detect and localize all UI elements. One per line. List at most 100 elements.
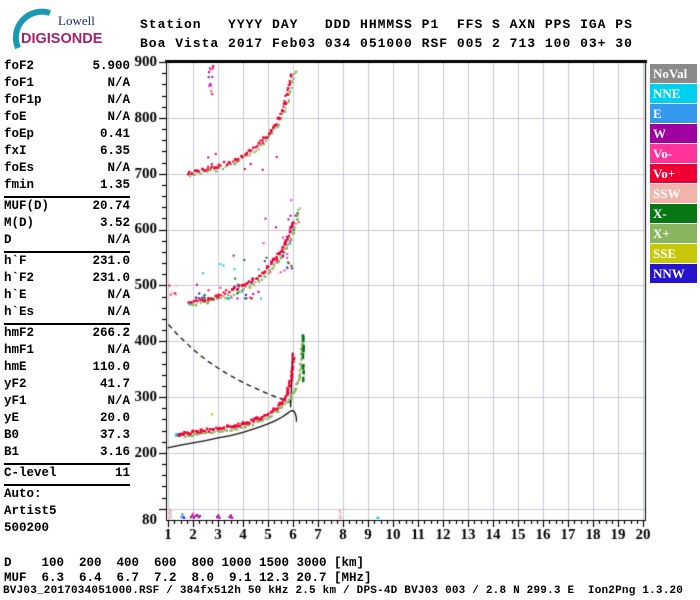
param-row-fof1p: foF1p N/A bbox=[4, 93, 130, 110]
param-row-b0: B0 37.3 bbox=[4, 428, 130, 445]
param-row-ye: yE 20.0 bbox=[4, 411, 130, 428]
legend-item-x: X+ bbox=[650, 224, 697, 243]
param-row-hf: h`F 231.0 bbox=[4, 254, 130, 271]
param-label: C-level bbox=[4, 466, 57, 480]
param-row-yf1: yF1 N/A bbox=[4, 394, 130, 411]
panel-divider bbox=[4, 196, 130, 198]
param-value: 20.0 bbox=[99, 411, 130, 425]
param-label: foF1 bbox=[4, 76, 35, 90]
param-row-hmf1: hmF1 N/A bbox=[4, 343, 130, 360]
param-value: N/A bbox=[107, 343, 130, 357]
param-value: N/A bbox=[107, 305, 130, 319]
param-value: 0.41 bbox=[99, 127, 130, 141]
param-row-foes: foEs N/A bbox=[4, 161, 130, 178]
logo-lowell-text: Lowell bbox=[58, 13, 95, 28]
param-label: D bbox=[4, 233, 12, 247]
param-row-b1: B1 3.16 bbox=[4, 445, 130, 462]
legend-item-noval: NoVal bbox=[650, 64, 697, 83]
polarization-legend: NoVal NNE E W Vo- Vo+ SSW X- X+ SSE NNW bbox=[650, 64, 697, 284]
legend-item-vo: Vo+ bbox=[650, 164, 697, 183]
logo-digisonde-text: DIGISONDE bbox=[21, 31, 103, 47]
param-label: foF2 bbox=[4, 59, 35, 73]
param-value: 5.900 bbox=[92, 59, 130, 73]
legend-item-sse: SSE bbox=[650, 244, 697, 263]
header-line1: Station YYYY DAY DDD HHMMSS P1 FFS S AXN… bbox=[140, 17, 633, 32]
legend-item-w: W bbox=[650, 124, 697, 143]
param-row-auto: Auto: bbox=[4, 487, 130, 504]
param-label: h`F bbox=[4, 254, 27, 268]
param-row-fof1: foF1 N/A bbox=[4, 76, 130, 93]
param-row-artist5: Artist5 bbox=[4, 504, 130, 521]
panel-divider bbox=[4, 251, 130, 253]
lowell-digisonde-logo: Lowell DIGISONDE bbox=[12, 8, 103, 50]
muf-table-muf-row: MUF 6.3 6.4 6.7 7.2 8.0 9.1 12.3 20.7 [M… bbox=[4, 571, 372, 585]
param-value: N/A bbox=[107, 76, 130, 90]
header-line2: Boa Vista 2017 Feb03 034 051000 RSF 005 … bbox=[140, 36, 633, 51]
param-row-hes: h`Es N/A bbox=[4, 305, 130, 322]
param-label: hmF2 bbox=[4, 326, 35, 340]
panel-divider bbox=[4, 463, 130, 465]
param-row-foep: foEp 0.41 bbox=[4, 127, 130, 144]
param-value: 11 bbox=[114, 466, 130, 480]
param-row-fmin: fmin 1.35 bbox=[4, 178, 130, 195]
param-label: Artist5 bbox=[4, 504, 57, 518]
param-row-clevel: C-level 11 bbox=[4, 466, 130, 483]
param-label: yF1 bbox=[4, 394, 27, 408]
muf-table-d-row: D 100 200 400 600 800 1000 1500 3000 [km… bbox=[4, 556, 365, 570]
param-value: N/A bbox=[107, 394, 130, 408]
param-label: foEp bbox=[4, 127, 35, 141]
param-label: B1 bbox=[4, 445, 20, 459]
param-row-hmf2: hmF2 266.2 bbox=[4, 326, 130, 343]
param-label: h`F2 bbox=[4, 271, 35, 285]
param-label: foE bbox=[4, 110, 27, 124]
param-row-mufd: MUF(D) 20.74 bbox=[4, 199, 130, 216]
param-value: 3.52 bbox=[99, 216, 130, 230]
status-line: BVJ03_2017034051000.RSF / 384fx512h 50 k… bbox=[3, 585, 684, 597]
param-value: N/A bbox=[107, 288, 130, 302]
param-label: Auto: bbox=[4, 487, 42, 501]
logo-arc-icon bbox=[12, 8, 51, 50]
param-value: N/A bbox=[107, 161, 130, 175]
legend-item-nne: NNE bbox=[650, 84, 697, 103]
characteristics-panel: foF2 5.900 foF1 N/A foF1p N/A foE N/A foEp 0.41 fx… bbox=[4, 59, 130, 538]
param-value: 20.74 bbox=[92, 199, 130, 213]
header-block: Station YYYY DAY DDD HHMMSS P1 FFS S AXN… bbox=[140, 15, 633, 53]
panel-divider bbox=[4, 323, 130, 325]
legend-item-vo: Vo- bbox=[650, 144, 697, 163]
param-value: N/A bbox=[107, 233, 130, 247]
legend-item-x: X- bbox=[650, 204, 697, 223]
param-row-hme: hmE 110.0 bbox=[4, 360, 130, 377]
param-label: h`Es bbox=[4, 305, 35, 319]
param-value: 37.3 bbox=[99, 428, 130, 442]
param-label: h`E bbox=[4, 288, 27, 302]
param-row-he: h`E N/A bbox=[4, 288, 130, 305]
param-row-500200: 500200 bbox=[4, 521, 130, 538]
param-value: 110.0 bbox=[92, 360, 130, 374]
param-value: N/A bbox=[107, 110, 130, 124]
legend-item-nnw: NNW bbox=[650, 264, 697, 283]
param-label: yE bbox=[4, 411, 20, 425]
param-label: hmE bbox=[4, 360, 27, 374]
param-value: 41.7 bbox=[99, 377, 130, 391]
param-value: 266.2 bbox=[92, 326, 130, 340]
param-label: B0 bbox=[4, 428, 20, 442]
param-label: yF2 bbox=[4, 377, 27, 391]
param-row-d: D N/A bbox=[4, 233, 130, 250]
param-label: M(D) bbox=[4, 216, 35, 230]
param-row-yf2: yF2 41.7 bbox=[4, 377, 130, 394]
param-label: foF1p bbox=[4, 93, 42, 107]
legend-item-ssw: SSW bbox=[650, 184, 697, 203]
param-row-foe: foE N/A bbox=[4, 110, 130, 127]
legend-item-e: E bbox=[650, 104, 697, 123]
param-row-md: M(D) 3.52 bbox=[4, 216, 130, 233]
param-row-fof2: foF2 5.900 bbox=[4, 59, 130, 76]
param-value: 3.16 bbox=[99, 445, 130, 459]
param-value: 231.0 bbox=[92, 271, 130, 285]
param-row-fxi: fxI 6.35 bbox=[4, 144, 130, 161]
param-value: 1.35 bbox=[99, 178, 130, 192]
param-label: MUF(D) bbox=[4, 199, 50, 213]
param-value: 6.35 bbox=[99, 144, 130, 158]
panel-divider bbox=[4, 484, 130, 486]
